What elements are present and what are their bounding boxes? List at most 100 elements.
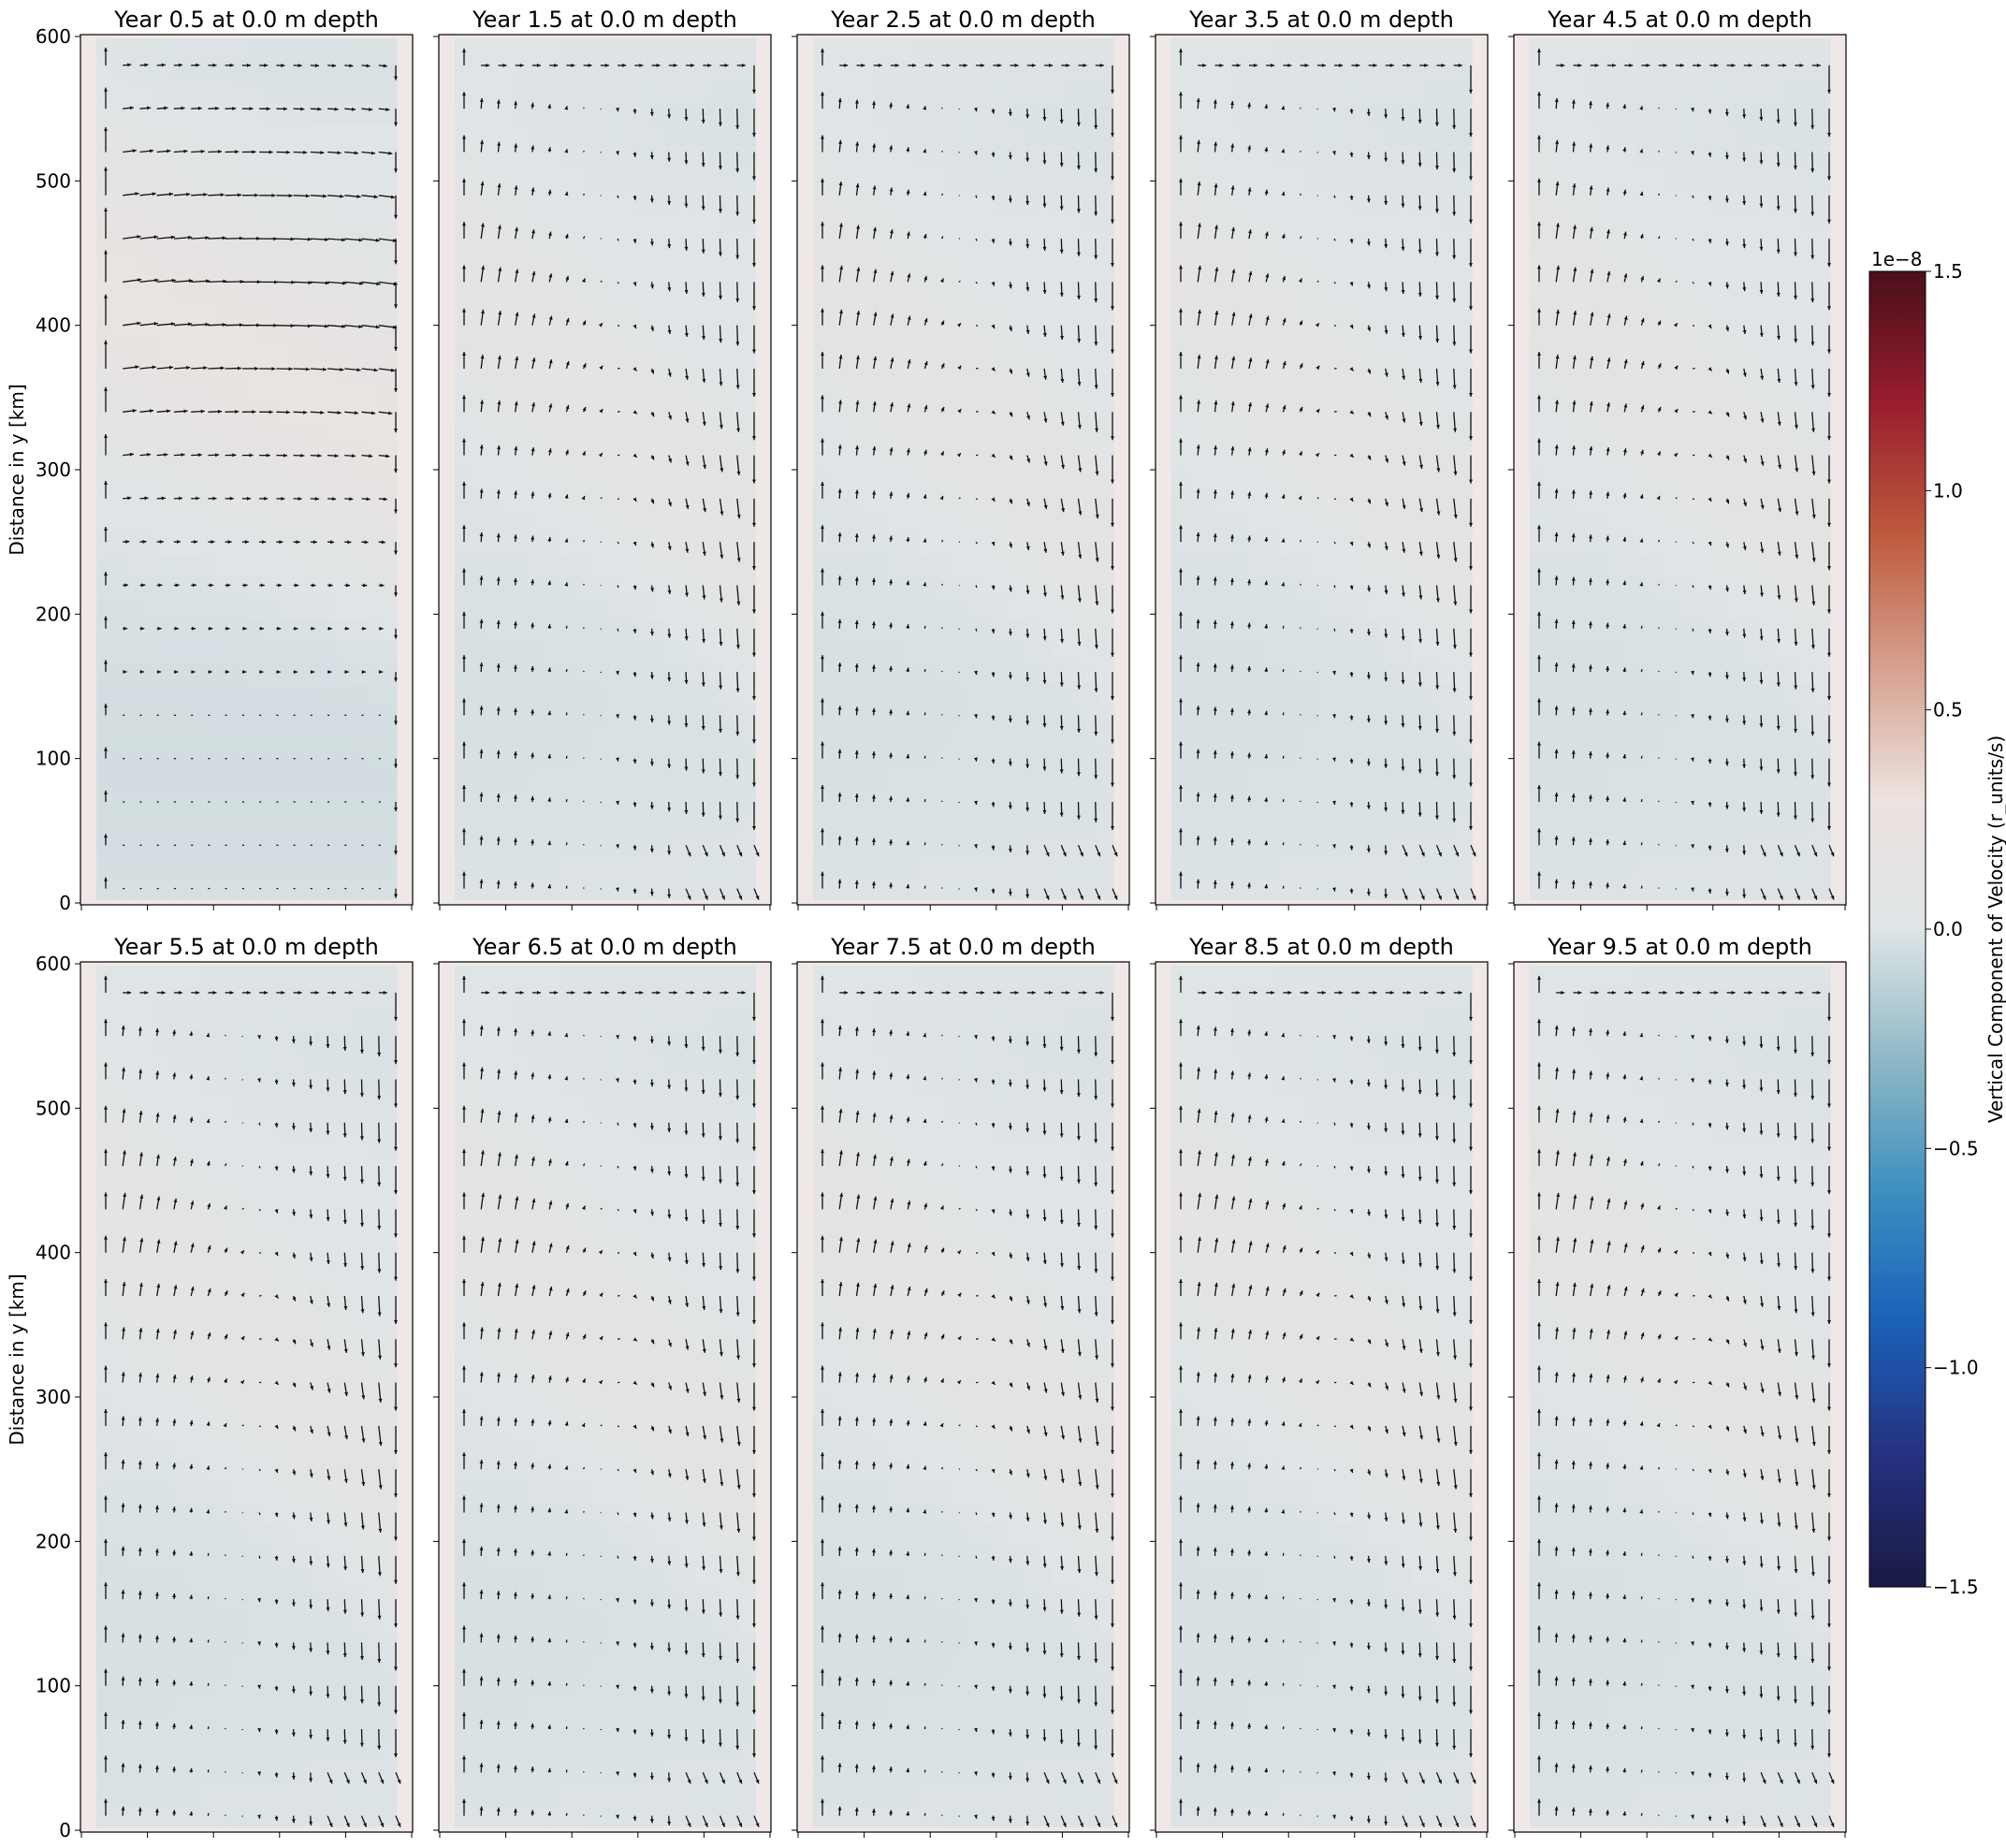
heatmap-cell xyxy=(1023,232,1039,255)
heatmap-cell xyxy=(1201,38,1217,61)
heatmap-cell xyxy=(664,146,681,168)
heatmap-cell xyxy=(828,770,844,793)
heatmap-cell xyxy=(485,124,501,147)
heatmap-cell xyxy=(306,60,323,82)
quiver-arrowhead xyxy=(229,63,234,67)
quiver-arrowhead xyxy=(479,792,484,797)
heatmap-cell xyxy=(1246,426,1262,448)
heatmap-cell xyxy=(96,813,112,836)
heatmap-cell xyxy=(589,856,606,879)
heatmap-cell xyxy=(156,146,172,168)
heatmap-cell xyxy=(828,749,844,771)
heatmap-cell xyxy=(1261,254,1277,276)
heatmap-cell xyxy=(336,770,353,793)
quiver-arrowhead xyxy=(462,92,466,96)
heatmap-cell xyxy=(1098,555,1114,577)
heatmap-cell xyxy=(918,641,935,663)
heatmap-cell xyxy=(1008,727,1025,749)
heatmap-cell xyxy=(201,490,218,513)
heatmap-cell xyxy=(664,684,681,706)
heatmap-cell xyxy=(306,813,323,836)
heatmap-cell xyxy=(126,598,142,620)
heatmap-cell xyxy=(306,426,323,448)
heatmap-cell xyxy=(1291,469,1308,491)
quiver-arrowhead xyxy=(480,139,485,144)
heatmap-cell xyxy=(455,641,471,663)
quiver-arrowhead xyxy=(242,670,247,675)
heatmap-cell xyxy=(1351,813,1368,836)
heatmap-cell xyxy=(978,232,995,255)
heatmap-cell xyxy=(276,383,293,405)
heatmap-cell xyxy=(709,555,726,577)
heatmap-cell xyxy=(156,878,172,900)
heatmap-cell xyxy=(933,275,950,298)
heatmap-cell xyxy=(1276,619,1292,642)
heatmap-cell xyxy=(515,641,531,663)
quiver-arrowhead xyxy=(186,365,191,370)
heatmap-cell xyxy=(619,81,636,104)
heatmap-cell xyxy=(1276,835,1292,857)
heatmap-cell xyxy=(1336,749,1353,771)
heatmap-cell xyxy=(111,383,127,405)
heatmap-cell xyxy=(843,555,859,577)
heatmap-cell xyxy=(515,533,531,556)
heatmap-cell xyxy=(873,189,889,211)
heatmap-cell xyxy=(470,426,486,448)
quiver-arrowhead xyxy=(235,150,240,154)
heatmap-cell xyxy=(649,813,666,836)
heatmap-cell xyxy=(1201,426,1217,448)
heatmap-cell xyxy=(1261,361,1277,384)
heatmap-cell xyxy=(933,426,950,448)
heatmap-cell xyxy=(111,318,127,341)
heatmap-cell xyxy=(1068,813,1084,836)
heatmap-cell xyxy=(903,275,919,298)
heatmap-cell xyxy=(141,124,157,147)
heatmap-cell xyxy=(664,254,681,276)
heatmap-cell xyxy=(1261,124,1277,147)
heatmap-cell xyxy=(873,146,889,168)
heatmap-cell xyxy=(246,232,263,255)
heatmap-cell xyxy=(709,856,726,879)
quiver-arrowhead xyxy=(479,97,484,103)
heatmap-cell xyxy=(545,167,560,190)
quiver-arrowhead xyxy=(369,454,373,458)
heatmap-cell xyxy=(171,254,187,276)
heatmap-cell xyxy=(366,340,383,362)
heatmap-cell xyxy=(1186,361,1202,384)
heatmap-cell xyxy=(126,146,142,168)
heatmap-cell xyxy=(604,81,621,104)
quiver-arrowhead xyxy=(157,626,162,631)
heatmap-cell xyxy=(1336,340,1353,362)
quiver-arrowhead xyxy=(259,626,264,631)
heatmap-cell xyxy=(1351,318,1368,341)
heatmap-cell xyxy=(545,512,560,534)
quiver-arrow xyxy=(941,627,943,630)
heatmap-cell xyxy=(1321,81,1338,104)
heatmap-cell xyxy=(1231,749,1247,771)
heatmap-cell xyxy=(381,555,398,577)
heatmap-cell xyxy=(231,447,248,470)
quiver-arrowhead xyxy=(288,367,293,371)
heatmap-cell xyxy=(843,878,859,900)
heatmap-cell xyxy=(828,404,844,427)
heatmap-cell xyxy=(1291,60,1308,82)
heatmap-cell xyxy=(216,792,233,814)
heatmap-cell xyxy=(1351,619,1368,642)
heatmap-cell xyxy=(560,813,576,836)
heatmap-cell xyxy=(828,275,844,298)
heatmap-cell xyxy=(1216,555,1232,577)
quiver-arrow xyxy=(923,842,926,846)
heatmap-cell xyxy=(261,60,278,82)
heatmap-cell xyxy=(1023,641,1039,663)
heatmap-cell xyxy=(111,662,127,685)
heatmap-cell xyxy=(1306,835,1323,857)
heatmap-cell xyxy=(1291,533,1308,556)
heatmap-cell xyxy=(813,619,829,642)
heatmap-cell xyxy=(231,167,248,190)
heatmap-cell xyxy=(619,749,636,771)
heatmap-cell xyxy=(963,555,980,577)
heatmap-cell xyxy=(1216,189,1232,211)
heatmap-cell xyxy=(306,555,323,577)
quiver-arrowhead xyxy=(215,453,220,458)
heatmap-cell xyxy=(500,404,516,427)
